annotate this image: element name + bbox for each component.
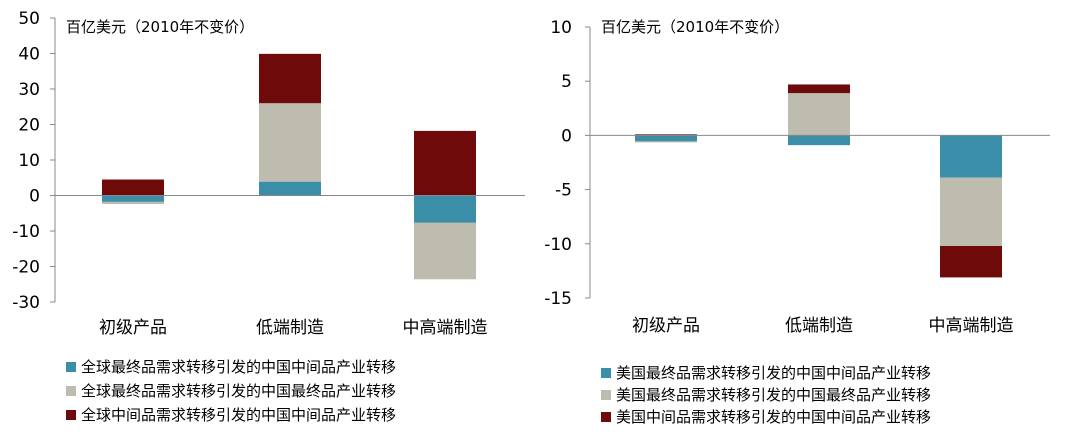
y-tick-label: 10 xyxy=(550,18,572,38)
bar-series-2-cat-1 xyxy=(635,141,697,143)
legend-label: 全球中间品需求转移引发的中国中间品产业转移 xyxy=(81,406,396,424)
bar-series-3-cat-2 xyxy=(259,53,321,104)
legend-swatch xyxy=(66,362,76,372)
y-tick-label: 0 xyxy=(29,187,40,207)
legend-label: 全球最终品需求转移引发的中国中间品产业转移 xyxy=(81,358,396,376)
bar-series-2-cat-1 xyxy=(102,201,164,205)
y-tick-label: -10 xyxy=(544,235,572,255)
x-category-label: 初级产品 xyxy=(99,318,167,338)
bar-series-2-cat-2 xyxy=(788,93,850,136)
x-category-label: 中高端制造 xyxy=(929,316,1014,336)
y-tick-label: 10 xyxy=(18,151,40,171)
x-category-label: 低端制造 xyxy=(256,318,324,338)
legend-label: 美国中间品需求转移引发的中国中间品产业转移 xyxy=(616,408,931,426)
bar-series-3-cat-1 xyxy=(102,179,164,196)
x-category-label: 中高端制造 xyxy=(403,318,488,338)
y-tick-label: 5 xyxy=(561,72,572,92)
legend-swatch xyxy=(601,368,611,378)
bar-series-1-cat-1 xyxy=(102,195,164,202)
right-chart: 10 5 0 -5 -10 -15 初级产品 低端制造 中高端制造 百亿美元（2010年不变价） 美… xyxy=(544,18,1050,426)
y-tick-label: 30 xyxy=(18,80,40,100)
bar-series-1-cat-3 xyxy=(414,195,476,223)
y-tick-label: -15 xyxy=(544,289,572,309)
bar-series-1-cat-3 xyxy=(940,135,1002,178)
y-tick-label: -20 xyxy=(12,258,40,278)
y-tick-label: 0 xyxy=(561,126,572,146)
y-tick-label: -30 xyxy=(12,293,40,313)
y-tick-label: 40 xyxy=(18,45,40,65)
y-tick-label: 20 xyxy=(18,116,40,136)
y-tick-label: 50 xyxy=(18,9,40,29)
unit-label: 百亿美元（2010年不变价） xyxy=(66,18,254,36)
bar-series-3-cat-1 xyxy=(635,134,697,136)
legend-swatch xyxy=(66,386,76,396)
bar-series-3-cat-2 xyxy=(788,84,850,94)
bar-series-1-cat-2 xyxy=(259,181,321,196)
bar-series-2-cat-3 xyxy=(940,177,1002,246)
bar-series-1-cat-1 xyxy=(635,135,697,142)
legend-swatch xyxy=(601,390,611,400)
legend-swatch xyxy=(66,410,76,420)
left-chart: 50 40 30 20 10 0 -10 -20 -30 初级产品 低端制造 中高端制造 百亿美元（20… xyxy=(12,9,525,424)
unit-label: 百亿美元（2010年不变价） xyxy=(601,18,789,36)
legend-label: 全球最终品需求转移引发的中国最终品产业转移 xyxy=(81,382,396,400)
legend-label: 美国最终品需求转移引发的中国中间品产业转移 xyxy=(616,364,931,382)
bar-series-3-cat-3 xyxy=(414,130,476,196)
bar-series-2-cat-2 xyxy=(259,103,321,182)
x-category-label: 低端制造 xyxy=(785,316,853,336)
legend-swatch xyxy=(601,412,611,422)
x-category-label: 初级产品 xyxy=(632,316,700,336)
bar-series-2-cat-3 xyxy=(414,222,476,280)
y-tick-label: -10 xyxy=(12,222,40,242)
legend-label: 美国最终品需求转移引发的中国最终品产业转移 xyxy=(616,386,931,404)
bar-series-1-cat-2 xyxy=(788,135,850,146)
y-tick-label: -5 xyxy=(555,181,572,201)
bar-series-3-cat-3 xyxy=(940,245,1002,278)
